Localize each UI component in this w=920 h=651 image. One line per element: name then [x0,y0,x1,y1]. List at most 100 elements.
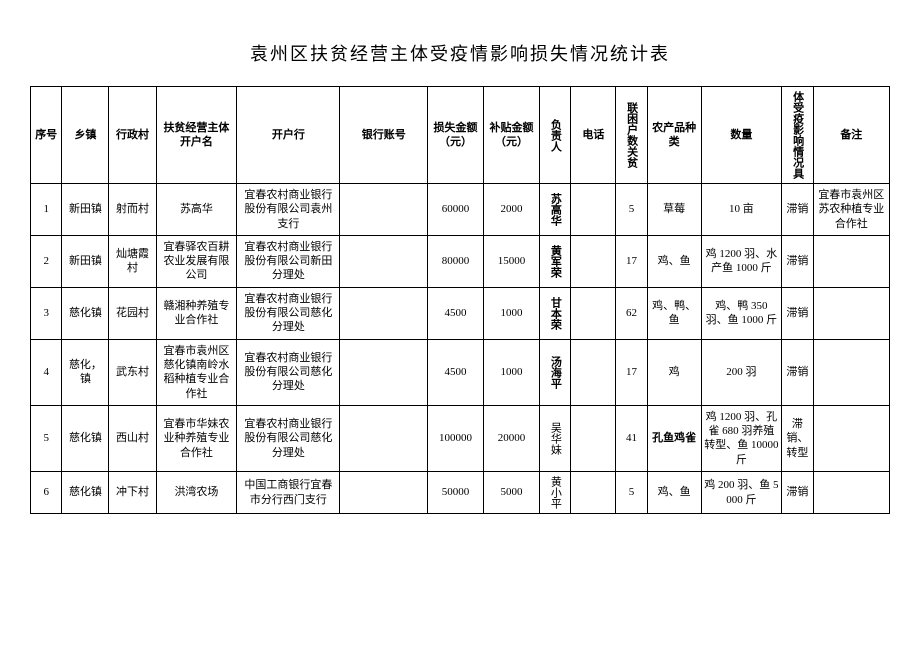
cell: 4 [31,339,62,405]
cell: 甘本荣 [540,287,571,339]
cell: 慈化，镇 [62,339,109,405]
col-header-phone: 电话 [571,87,616,184]
col-header-seq: 序号 [31,87,62,184]
col-header-town: 乡镇 [62,87,109,184]
cell: 鸡、鱼 [647,472,701,514]
col-header-effect: 体受疫影响情况具 [782,87,813,184]
col-header-village: 行政村 [109,87,156,184]
cell [571,184,616,236]
cell: 1000 [484,287,540,339]
cell: 鸡、鸭 350 羽、鱼 1000 斤 [701,287,782,339]
cell: 5 [31,405,62,471]
cell [813,287,889,339]
cell: 花园村 [109,287,156,339]
col-header-subsidy: 补贴金额（元） [484,87,540,184]
cell: 41 [616,405,647,471]
table-row: 3慈化镇花园村赣湘种养殖专业合作社宜春农村商业银行股份有限公司慈化分理处 4500… [31,287,890,339]
page-title: 袁州区扶贫经营主体受疫情影响损失情况统计表 [30,40,890,66]
cell: 滞销、转型 [782,405,813,471]
cell: 鸡、鱼 [647,235,701,287]
cell: 3 [31,287,62,339]
cell: 滞销 [782,339,813,405]
table-row: 5慈化镇西山村宜春市华妹农业种养殖专业合作社宜春农村商业银行股份有限公司慈化分理… [31,405,890,471]
cell: 武东村 [109,339,156,405]
cell [340,339,427,405]
cell: 宜春农村商业银行股份有限公司袁州支行 [237,184,340,236]
cell: 鸡 200 羽、鱼 5000 斤 [701,472,782,514]
table-body: 1新田镇射而村苏高华宜春农村商业银行股份有限公司袁州支行600002000苏高华… [31,184,890,514]
cell: 滞销 [782,235,813,287]
cell [340,405,427,471]
cell: 鸡 1200 羽、孔雀 680 羽养殖转型、鱼 10000 斤 [701,405,782,471]
cell [571,472,616,514]
cell: 100000 [427,405,483,471]
cell [571,235,616,287]
cell: 鸡 1200 羽、水产鱼 1000 斤 [701,235,782,287]
data-table: 序号 乡镇 行政村 扶贫经营主体开户名 开户行 银行账号 损失金额（元） 补贴金… [30,86,890,514]
cell: 慈化镇 [62,472,109,514]
cell: 宜春市袁州区慈化镇南岭水稻种植专业合作社 [156,339,237,405]
cell: 宜春农村商业银行股份有限公司慈化分理处 [237,405,340,471]
cell [571,287,616,339]
col-header-note: 备注 [813,87,889,184]
cell: 4500 [427,287,483,339]
cell: 苏高华 [156,184,237,236]
cell [340,287,427,339]
col-header-account: 银行账号 [340,87,427,184]
table-row: 6慈化镇冲下村洪湾农场中国工商银行宜春市分行西门支行500005000黄小平5鸡… [31,472,890,514]
cell: 5 [616,472,647,514]
cell: 50000 [427,472,483,514]
cell [571,405,616,471]
cell: 中国工商银行宜春市分行西门支行 [237,472,340,514]
cell: 宜春市袁州区苏农种植专业合作社 [813,184,889,236]
cell: 1000 [484,339,540,405]
cell: 草莓 [647,184,701,236]
col-header-product: 农产品种类 [647,87,701,184]
table-header-row: 序号 乡镇 行政村 扶贫经营主体开户名 开户行 银行账号 损失金额（元） 补贴金… [31,87,890,184]
cell: 冲下村 [109,472,156,514]
cell: 黄军荣 [540,235,571,287]
cell: 20000 [484,405,540,471]
cell: 宜春驿农百耕农业发展有限公司 [156,235,237,287]
cell: 1 [31,184,62,236]
cell: 赣湘种养殖专业合作社 [156,287,237,339]
cell: 孔鱼鸡雀 [647,405,701,471]
cell: 2 [31,235,62,287]
cell: 6 [31,472,62,514]
cell: 慈化镇 [62,287,109,339]
cell: 慈化镇 [62,405,109,471]
col-header-bank: 开户行 [237,87,340,184]
cell: 宜春农村商业银行股份有限公司慈化分理处 [237,287,340,339]
cell: 滞销 [782,287,813,339]
cell: 200 羽 [701,339,782,405]
table-row: 2新田镇灿塘霞村宜春驿农百耕农业发展有限公司宜春农村商业银行股份有限公司新田分理… [31,235,890,287]
cell: 4500 [427,339,483,405]
cell: 17 [616,235,647,287]
col-header-person: 负责人 [540,87,571,184]
cell: 15000 [484,235,540,287]
cell: 新田镇 [62,235,109,287]
cell: 灿塘霞村 [109,235,156,287]
cell: 滞销 [782,184,813,236]
cell: 洪湾农场 [156,472,237,514]
cell: 黄小平 [540,472,571,514]
col-header-qty: 数量 [701,87,782,184]
table-row: 4慈化，镇武东村宜春市袁州区慈化镇南岭水稻种植专业合作社宜春农村商业银行股份有限… [31,339,890,405]
cell: 苏高华 [540,184,571,236]
cell [340,472,427,514]
cell: 5000 [484,472,540,514]
cell: 宜春农村商业银行股份有限公司慈化分理处 [237,339,340,405]
col-header-loss: 损失金额（元） [427,87,483,184]
cell: 鸡 [647,339,701,405]
cell [340,235,427,287]
cell: 62 [616,287,647,339]
cell: 鸡、鸭、鱼 [647,287,701,339]
cell [813,472,889,514]
cell: 80000 [427,235,483,287]
cell: 10 亩 [701,184,782,236]
cell: 17 [616,339,647,405]
cell [813,339,889,405]
cell [571,339,616,405]
cell: 宜春农村商业银行股份有限公司新田分理处 [237,235,340,287]
cell: 西山村 [109,405,156,471]
